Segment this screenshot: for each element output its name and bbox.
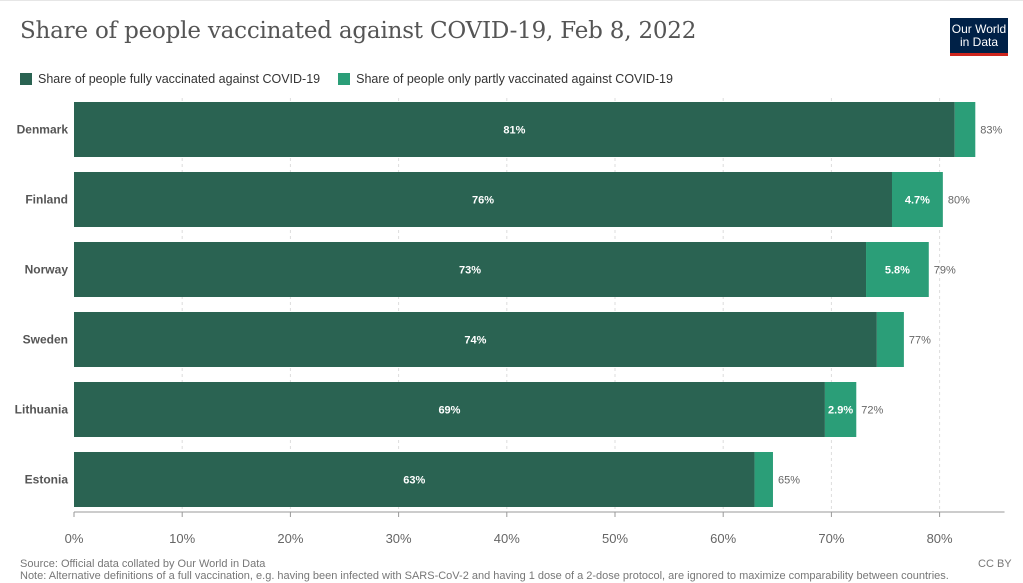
legend-swatch-fully <box>20 73 32 85</box>
logo-line-2: in Data <box>959 35 999 49</box>
bar-partly-lithuania[interactable] <box>824 382 857 437</box>
data-label-fully: 73% <box>459 265 481 277</box>
chart-title: Share of people vaccinated against COVID… <box>20 18 697 44</box>
logo-line-1: Our World <box>951 22 1007 36</box>
legend: Share of people fully vaccinated against… <box>20 72 691 86</box>
bar-partly-estonia[interactable] <box>754 452 773 507</box>
x-tick-label: 0% <box>65 531 84 546</box>
x-tick-label: 20% <box>277 531 303 546</box>
bar-fully-norway[interactable] <box>74 242 867 297</box>
bar-fully-lithuania[interactable] <box>74 382 825 437</box>
methodology-note: Note: Alternative definitions of a full … <box>20 570 949 582</box>
x-tick-label: 50% <box>602 531 628 546</box>
legend-item-partly[interactable]: Share of people only partly vaccinated a… <box>338 72 673 86</box>
grid-lines <box>181 98 941 512</box>
license-link[interactable]: CC BY <box>978 558 1012 570</box>
legend-swatch-partly <box>338 73 351 85</box>
x-tick-label: 40% <box>494 531 520 546</box>
x-tick-label: 30% <box>386 531 412 546</box>
x-tick-label: 80% <box>927 531 953 546</box>
bar-partly-norway[interactable] <box>866 242 929 297</box>
data-label-fully: 74% <box>464 335 486 347</box>
x-axis: 0% 10% 20% 30% 40% 50% 60% 70% 80% <box>65 511 1005 546</box>
bar-fully-denmark[interactable] <box>74 102 955 157</box>
legend-label-fully: Share of people fully vaccinated against… <box>38 72 321 86</box>
bar-partly-finland[interactable] <box>891 172 943 227</box>
data-label-total: 65% <box>778 475 800 487</box>
x-tick-label: 60% <box>710 531 736 546</box>
footer: Source: Official data collated by Our Wo… <box>20 558 949 582</box>
category-label: Lithuania <box>15 403 69 417</box>
category-label: Sweden <box>23 333 68 347</box>
category-label: Estonia <box>25 473 69 487</box>
data-label-total: 77% <box>909 335 931 347</box>
data-label-fully: 81% <box>503 125 525 137</box>
legend-item-fully[interactable]: Share of people fully vaccinated against… <box>20 72 320 86</box>
data-label-total: 72% <box>861 405 883 417</box>
data-label-partly: 5.8% <box>885 265 910 277</box>
data-label-total: 83% <box>980 125 1002 137</box>
owid-logo[interactable]: Our World in Data <box>950 18 1008 56</box>
data-label-total: 80% <box>948 195 970 207</box>
bar-partly-denmark[interactable] <box>954 102 976 157</box>
bar-fully-estonia[interactable] <box>74 452 755 507</box>
x-tick-label: 10% <box>169 531 195 546</box>
source-note: Source: Official data collated by Our Wo… <box>20 558 266 570</box>
data-label-fully: 69% <box>438 405 460 417</box>
bar-partly-sweden[interactable] <box>876 312 904 367</box>
category-label: Norway <box>25 263 69 277</box>
legend-label-partly: Share of people only partly vaccinated a… <box>356 72 673 86</box>
bar-fully-finland[interactable] <box>74 172 892 227</box>
data-label-fully: 76% <box>472 195 494 207</box>
bars: Denmark 81% 83% Finland 76% 4.7% 80% Norway 73% 5… <box>15 102 1003 507</box>
category-label: Finland <box>25 193 68 207</box>
data-label-partly: 4.7% <box>905 195 930 207</box>
data-label-partly: 2.9% <box>828 405 853 417</box>
x-tick-label: 70% <box>818 531 844 546</box>
bar-fully-sweden[interactable] <box>74 312 877 367</box>
category-label: Denmark <box>17 123 69 137</box>
data-label-fully: 63% <box>403 475 425 487</box>
data-label-total: 79% <box>934 265 956 277</box>
